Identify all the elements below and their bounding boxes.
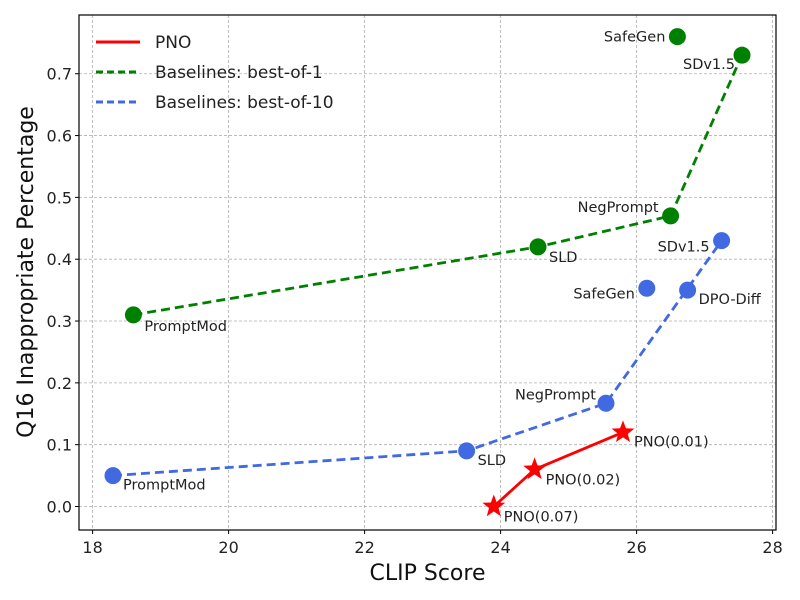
- x-tick-label: 26: [626, 538, 646, 557]
- circle-marker: [597, 394, 615, 412]
- point-label: SLD: [549, 250, 577, 266]
- circle-marker: [733, 46, 751, 64]
- point-label: NegPrompt: [578, 200, 659, 216]
- plot-frame: [78, 14, 777, 531]
- circle-marker: [529, 238, 547, 256]
- circle-marker: [679, 281, 697, 299]
- circle-marker: [662, 207, 680, 225]
- circle-marker: [124, 306, 142, 324]
- star-marker: [611, 420, 635, 443]
- x-tick-label: 20: [218, 538, 238, 557]
- y-tick-label: 0.6: [47, 127, 72, 146]
- circle-marker: [458, 442, 476, 460]
- star-marker: [482, 494, 506, 517]
- point-label-layer: PNO(0.07) PNO(0.02) PNO(0.01) PromptMod SLD N…: [123, 30, 762, 526]
- point-label: NegPrompt: [515, 387, 596, 403]
- y-tick-label: 0.2: [47, 374, 72, 393]
- point-label: SafeGen: [604, 30, 665, 46]
- y-tick-label: 0.4: [47, 250, 72, 269]
- circle-marker: [713, 232, 731, 250]
- point-label: PromptMod: [123, 478, 206, 494]
- legend-label-1: Baselines: best-of-1: [155, 63, 323, 83]
- y-tick-label: 0.1: [47, 436, 72, 455]
- star-marker: [523, 457, 547, 480]
- tick-layer: 18 20 22 24 26 28 0.0 0.1 0.2 0.3 0.4 0.5 0.6 0.7: [47, 65, 783, 557]
- y-tick-label: 0.7: [47, 65, 72, 84]
- series-line-2: [112, 239, 723, 477]
- point-label: PNO(0.02): [546, 472, 621, 488]
- circle-marker: [104, 467, 122, 485]
- x-axis-title: CLIP Score: [370, 561, 486, 586]
- point-label: SLD: [478, 453, 506, 469]
- point-label: PromptMod: [144, 319, 227, 335]
- x-tick-label: 18: [82, 538, 102, 557]
- circle-marker: [668, 28, 686, 46]
- point-label: PNO(0.07): [504, 510, 579, 526]
- y-tick-label: 0.0: [47, 498, 72, 517]
- legend: PNO Baselines: best-of-1 Baselines: best-o…: [96, 33, 334, 113]
- x-tick-label: 24: [490, 538, 510, 557]
- x-tick-label: 22: [354, 538, 374, 557]
- point-label: SafeGen: [573, 286, 634, 302]
- point-label: SDv1.5: [658, 240, 710, 256]
- legend-label-2: Baselines: best-of-10: [155, 93, 334, 113]
- y-tick-label: 0.3: [47, 312, 72, 331]
- series-layer: [104, 28, 751, 517]
- point-label: PNO(0.01): [634, 434, 709, 450]
- x-tick-label: 28: [762, 538, 782, 557]
- circle-marker: [638, 279, 656, 297]
- point-label: DPO-Diff: [699, 292, 762, 308]
- point-label: SDv1.5: [683, 57, 735, 73]
- y-tick-label: 0.5: [47, 188, 72, 207]
- y-axis-title: Q16 Inappropriate Percentage: [14, 106, 39, 438]
- grid-layer: [79, 15, 776, 530]
- series-line-1: [133, 54, 744, 317]
- legend-label-0: PNO: [155, 33, 191, 53]
